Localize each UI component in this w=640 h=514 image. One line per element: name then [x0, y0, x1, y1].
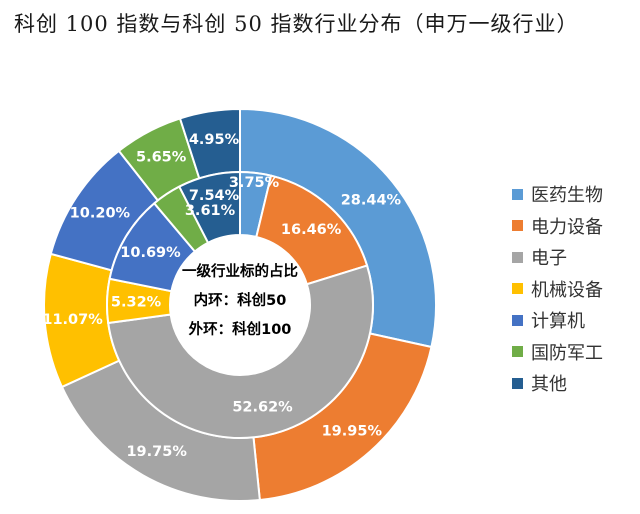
legend-label: 国防军工 [531, 342, 603, 364]
inner-slice-label-4: 10.69% [120, 245, 181, 261]
legend: 医药生物电力设备电子机械设备计算机国防军工其他 [512, 182, 603, 403]
legend-swatch [512, 346, 523, 357]
outer-slice-label-1: 19.95% [322, 423, 383, 439]
legend-item: 医药生物 [512, 182, 603, 206]
center-line-1: 一级行业标的占比 [182, 262, 298, 280]
outer-slice-label-5: 5.65% [136, 150, 187, 166]
legend-label: 其他 [531, 374, 567, 395]
legend-item: 计算机 [512, 308, 603, 332]
center-label: 一级行业标的占比 内环：科创50 外环：科创100 [182, 262, 298, 338]
inner-slice-label-3: 5.32% [111, 295, 162, 311]
legend-item: 电子 [512, 245, 603, 269]
legend-item: 其他 [512, 371, 603, 395]
legend-swatch [512, 314, 523, 326]
chart-title: 科创 100 指数与科创 50 指数行业分布（申万一级行业） [14, 12, 579, 36]
legend-swatch [512, 188, 523, 200]
legend-label: 电力设备 [531, 216, 603, 238]
outer-slice-label-2: 19.75% [126, 444, 187, 460]
legend-label: 计算机 [531, 311, 585, 332]
outer-slice-label-4: 10.20% [70, 205, 131, 221]
legend-swatch [512, 377, 523, 389]
outer-slice-label-3: 11.07% [42, 312, 103, 328]
inner-slice-2 [107, 264, 374, 439]
inner-slice-label-1: 16.46% [281, 222, 342, 238]
legend-label: 电子 [531, 248, 567, 269]
legend-swatch [512, 220, 523, 231]
legend-item: 国防军工 [512, 340, 603, 364]
inner-slice-6 [177, 170, 241, 245]
legend-label: 医药生物 [531, 185, 603, 206]
legend-label: 机械设备 [531, 279, 603, 301]
legend-swatch [512, 251, 523, 263]
legend-item: 机械设备 [512, 277, 603, 301]
inner-ring [106, 170, 374, 439]
inner-slice-label-2: 52.62% [232, 400, 293, 416]
legend-swatch [512, 283, 523, 294]
center-line-2: 内环：科创50 [194, 291, 287, 309]
slice-labels: 28.44% 19.95% 19.75% 11.07% 10.20% 5.65%4.95%… [42, 132, 401, 460]
center-line-3: 外环：科创100 [189, 320, 292, 338]
inner-slice-label-0: 3.75% [229, 175, 280, 191]
outer-slice-label-0: 28.44% [341, 193, 402, 209]
inner-slice-label-6: 7.54% [189, 188, 240, 204]
inner-slice-label-5: 3.61% [185, 203, 236, 219]
outer-slice-label-6: 4.95% [189, 132, 240, 148]
legend-item: 电力设备 [512, 214, 603, 238]
